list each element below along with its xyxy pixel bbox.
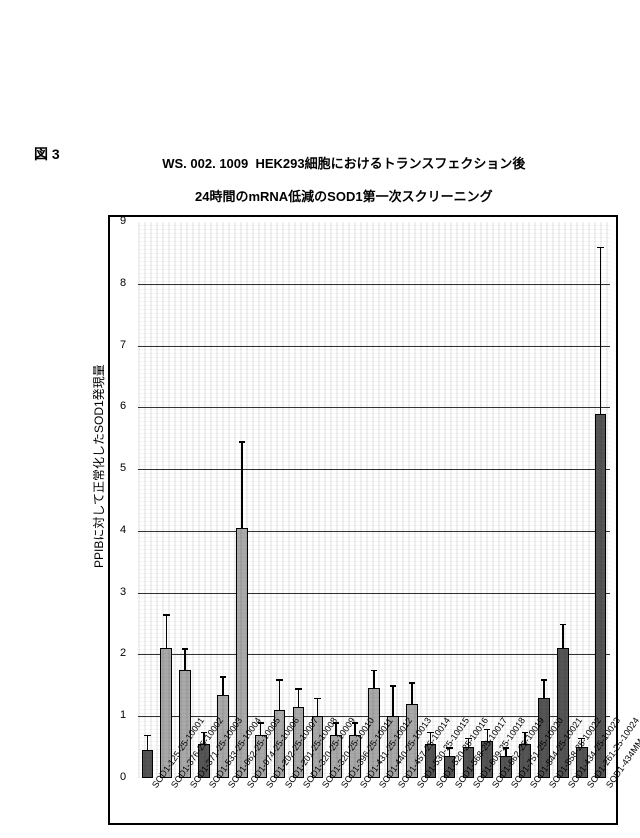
gridline bbox=[138, 593, 610, 594]
chart-title-line2: 24時間のmRNA低減のSOD1第一次スクリーニング bbox=[195, 189, 493, 204]
y-tick-label: 4 bbox=[120, 525, 126, 536]
gridline bbox=[138, 346, 610, 347]
error-bar-cap bbox=[144, 735, 150, 737]
error-bar-cap bbox=[314, 698, 320, 700]
chart-bar bbox=[142, 750, 154, 778]
error-bar bbox=[562, 624, 564, 649]
error-bar-cap bbox=[541, 679, 547, 681]
y-tick-label: 5 bbox=[120, 463, 126, 474]
chart-plot-area bbox=[138, 222, 610, 778]
y-tick-label: 0 bbox=[120, 772, 126, 783]
error-bar-cap bbox=[560, 624, 566, 626]
error-bar bbox=[373, 670, 375, 689]
error-bar bbox=[411, 682, 413, 704]
y-tick-label: 7 bbox=[120, 340, 126, 351]
error-bar bbox=[147, 735, 149, 750]
y-tick-label: 6 bbox=[120, 401, 126, 412]
error-bar bbox=[392, 685, 394, 716]
error-bar bbox=[543, 679, 545, 698]
y-tick-label: 1 bbox=[120, 710, 126, 721]
error-bar-cap bbox=[276, 679, 282, 681]
error-bar bbox=[184, 648, 186, 670]
figure-number-label: 図 3 bbox=[34, 144, 60, 164]
gridline bbox=[138, 531, 610, 532]
y-tick-label: 8 bbox=[120, 278, 126, 289]
error-bar-cap bbox=[371, 670, 377, 672]
y-axis-title: PPIBに対して正常化したSOD1発現量 bbox=[90, 364, 107, 568]
error-bar-cap bbox=[239, 441, 245, 443]
gridline bbox=[138, 407, 610, 408]
error-bar bbox=[600, 247, 602, 414]
y-tick-label: 3 bbox=[120, 587, 126, 598]
error-bar bbox=[166, 614, 168, 648]
chart-title: WS. 002. 1009 HEK293細胞におけるトランスフェクション後 24… bbox=[155, 140, 525, 205]
gridline bbox=[138, 654, 610, 655]
error-bar-cap bbox=[182, 648, 188, 650]
error-bar-cap bbox=[409, 682, 415, 684]
error-bar-cap bbox=[597, 247, 603, 249]
error-bar-cap bbox=[390, 685, 396, 687]
chart-title-line1: WS. 002. 1009 HEK293細胞におけるトランスフェクション後 bbox=[162, 156, 525, 171]
gridline bbox=[138, 284, 610, 285]
error-bar bbox=[317, 698, 319, 717]
y-tick-label: 9 bbox=[120, 216, 126, 227]
error-bar-cap bbox=[295, 688, 301, 690]
error-bar bbox=[241, 441, 243, 527]
error-bar bbox=[222, 676, 224, 695]
error-bar-cap bbox=[220, 676, 226, 678]
error-bar bbox=[298, 688, 300, 707]
y-tick-label: 2 bbox=[120, 648, 126, 659]
error-bar-cap bbox=[163, 614, 169, 616]
error-bar bbox=[279, 679, 281, 710]
gridline bbox=[138, 469, 610, 470]
